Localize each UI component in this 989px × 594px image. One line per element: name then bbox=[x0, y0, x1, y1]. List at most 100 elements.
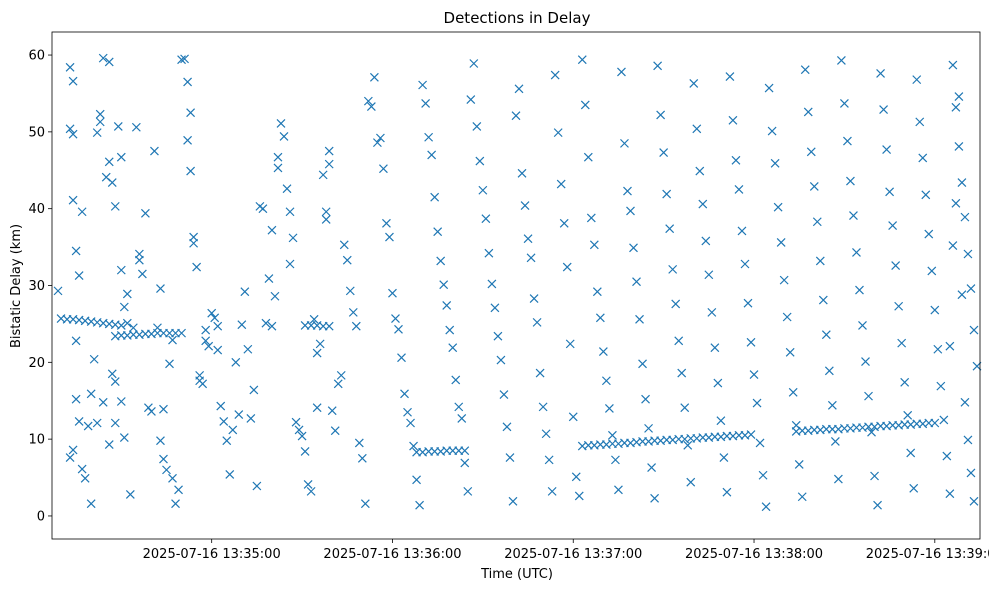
detection-point bbox=[930, 305, 940, 315]
detection-point bbox=[150, 146, 159, 156]
detection-point bbox=[577, 55, 587, 65]
detection-point bbox=[743, 298, 753, 308]
detection-point bbox=[267, 225, 277, 235]
detection-point bbox=[562, 262, 572, 272]
detection-point bbox=[246, 413, 256, 423]
detection-point bbox=[321, 215, 331, 224]
detection-point bbox=[629, 243, 638, 253]
detection-point bbox=[71, 336, 81, 346]
detection-point bbox=[147, 407, 156, 416]
x-axis-label: Time (UTC) bbox=[480, 567, 553, 582]
detection-point bbox=[882, 145, 892, 154]
detection-point bbox=[104, 57, 114, 67]
detection-point bbox=[104, 440, 114, 449]
detection-point bbox=[65, 453, 75, 462]
detection-point bbox=[213, 321, 223, 331]
detection-point bbox=[210, 313, 220, 323]
detection-point bbox=[436, 256, 446, 266]
detection-point bbox=[312, 348, 322, 358]
detection-point bbox=[324, 321, 334, 331]
detection-point bbox=[740, 259, 750, 269]
detection-point bbox=[574, 491, 584, 501]
detection-point bbox=[297, 431, 307, 441]
detection-point bbox=[77, 464, 87, 474]
detection-point bbox=[119, 302, 129, 312]
detection-point bbox=[864, 391, 873, 401]
detection-point bbox=[457, 413, 467, 423]
detection-point bbox=[267, 321, 277, 331]
detection-point bbox=[966, 468, 976, 478]
detection-point bbox=[159, 454, 168, 464]
detection-point bbox=[586, 213, 596, 223]
detection-point bbox=[644, 423, 653, 433]
detection-point bbox=[812, 217, 822, 227]
detection-point bbox=[424, 132, 434, 142]
detection-point bbox=[442, 301, 452, 310]
detection-point bbox=[559, 218, 569, 228]
detection-point bbox=[921, 190, 931, 200]
detection-point bbox=[544, 455, 554, 465]
detection-point bbox=[140, 208, 150, 218]
detection-point bbox=[375, 133, 385, 143]
detection-point bbox=[153, 323, 162, 333]
detection-point bbox=[228, 425, 238, 435]
detection-point bbox=[300, 447, 310, 456]
detection-point bbox=[478, 185, 488, 195]
detection-point bbox=[818, 295, 828, 305]
detection-point bbox=[942, 451, 952, 461]
detection-point bbox=[604, 403, 614, 413]
detection-point bbox=[806, 147, 816, 157]
detection-point bbox=[243, 344, 253, 354]
detection-point bbox=[92, 418, 102, 428]
detection-point bbox=[92, 128, 102, 138]
detection-point bbox=[704, 270, 714, 280]
detection-point bbox=[285, 207, 295, 217]
detection-point bbox=[213, 345, 223, 355]
detection-point bbox=[824, 366, 834, 376]
detection-point bbox=[418, 80, 428, 90]
detection-point bbox=[65, 62, 75, 72]
detection-point bbox=[538, 402, 548, 412]
detection-point bbox=[189, 238, 199, 248]
detection-point bbox=[276, 118, 286, 128]
detection-point bbox=[324, 146, 334, 156]
detection-point bbox=[833, 474, 843, 484]
detection-point bbox=[77, 207, 87, 217]
detection-point bbox=[282, 184, 292, 194]
y-tick-label: 10 bbox=[28, 433, 45, 448]
detection-point bbox=[505, 453, 515, 462]
detection-point bbox=[288, 233, 298, 243]
detection-point bbox=[951, 198, 961, 208]
detection-point bbox=[261, 318, 271, 328]
detection-point bbox=[186, 166, 196, 176]
detection-point bbox=[547, 486, 557, 496]
detection-point bbox=[894, 301, 904, 311]
detection-point bbox=[95, 117, 105, 127]
detection-point bbox=[406, 418, 415, 428]
detection-point bbox=[623, 186, 632, 196]
detection-point bbox=[830, 437, 840, 446]
detection-point bbox=[867, 427, 876, 437]
detection-point bbox=[231, 357, 241, 367]
detection-point bbox=[532, 317, 542, 327]
detection-point bbox=[535, 368, 545, 378]
detection-point bbox=[906, 448, 916, 458]
detection-point bbox=[689, 79, 699, 88]
detection-point bbox=[839, 99, 849, 108]
detection-point bbox=[273, 152, 283, 162]
detection-point bbox=[707, 307, 717, 317]
detection-point bbox=[53, 286, 63, 296]
detection-point bbox=[550, 70, 560, 80]
detection-point bbox=[324, 159, 334, 169]
detection-point bbox=[475, 156, 485, 166]
detection-point bbox=[556, 179, 566, 189]
series-track-2 bbox=[110, 328, 186, 341]
detection-point bbox=[843, 136, 852, 146]
detection-point bbox=[89, 354, 99, 364]
detection-point bbox=[122, 289, 132, 299]
detection-point bbox=[225, 470, 235, 479]
detection-point bbox=[749, 370, 759, 380]
detection-point bbox=[849, 211, 858, 221]
